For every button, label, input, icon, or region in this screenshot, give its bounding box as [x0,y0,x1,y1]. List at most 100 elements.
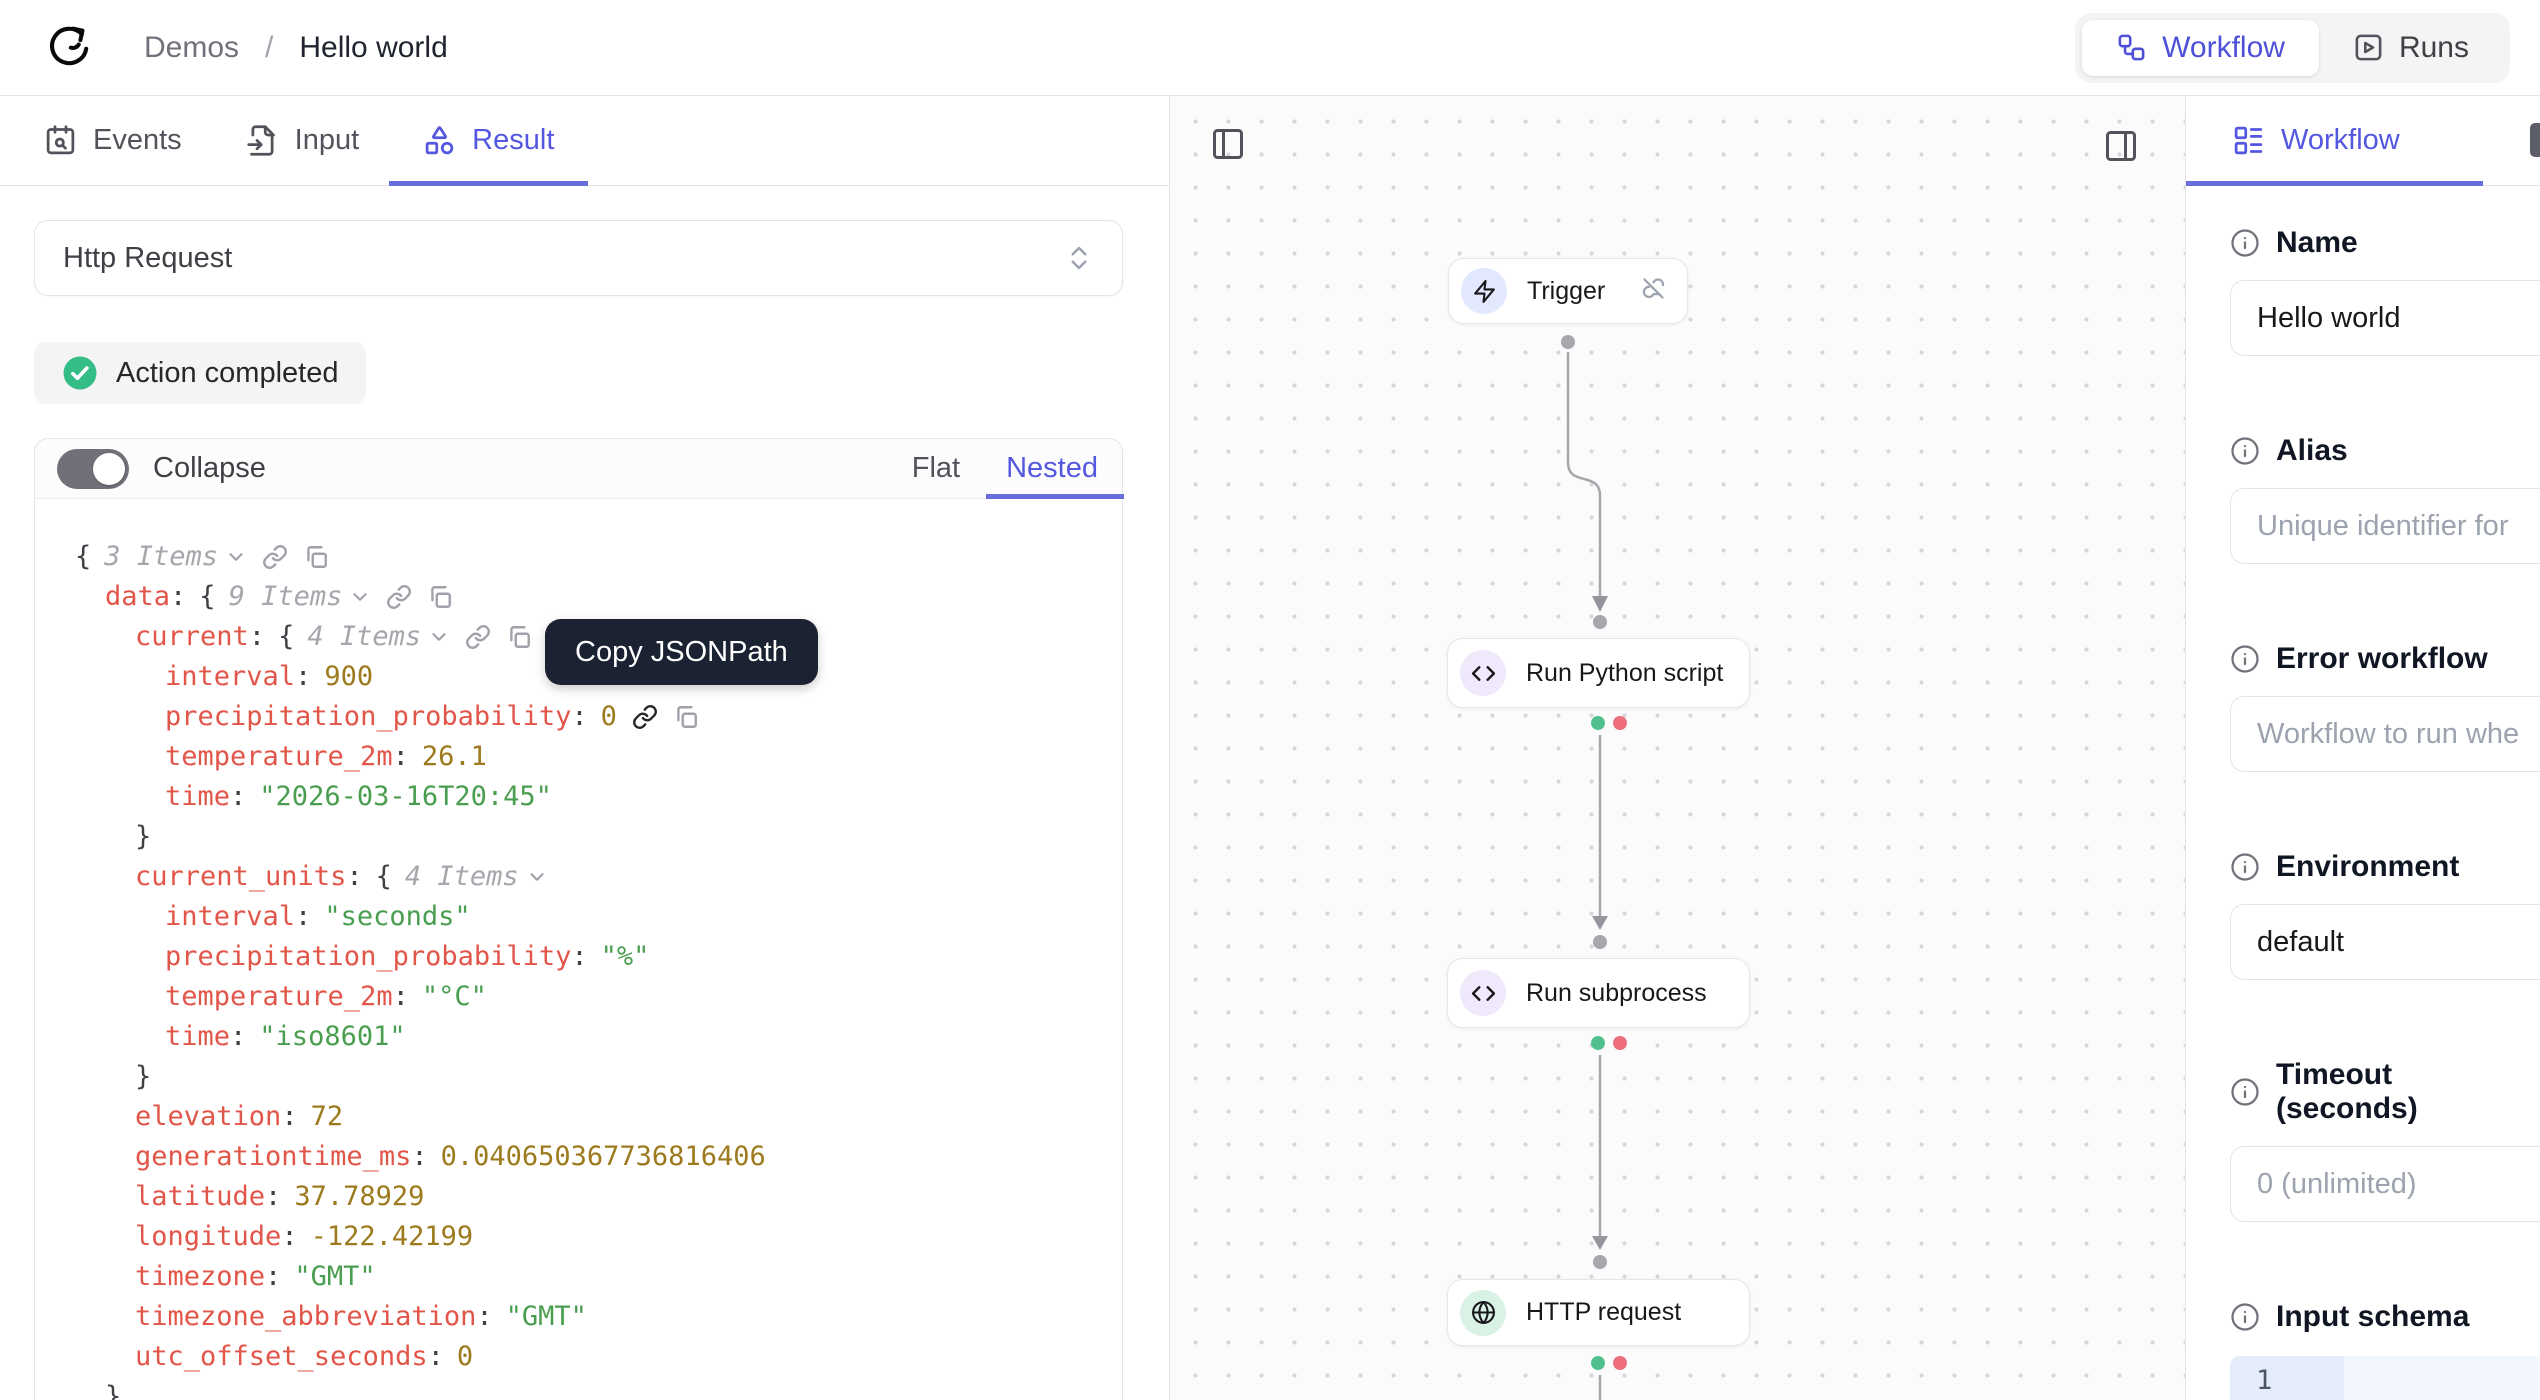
chevron-down-icon[interactable] [428,626,450,648]
partial-next-tab-icon[interactable] [2530,123,2540,157]
name-input[interactable] [2230,280,2540,356]
chevron-down-icon[interactable] [349,586,371,608]
result-panel: Events Input Result Http Request [0,96,1170,1400]
schema-editor[interactable]: 1 [2230,1356,2540,1400]
workflow-settings-form: Name Alias Error workflow [2186,186,2540,1400]
json-row[interactable]: interval: 900 [165,661,374,692]
info-icon[interactable] [2230,228,2260,258]
timeout-input[interactable] [2230,1146,2540,1222]
json-row-current[interactable]: current: { 4 Items [75,617,1122,657]
info-icon[interactable] [2230,852,2260,882]
webhook-off-icon[interactable] [1640,275,1667,307]
error-handle[interactable] [1613,1036,1627,1050]
json-row[interactable]: interval: "seconds" [165,901,471,932]
json-row[interactable]: precipitation_probability: 0 [75,697,1122,737]
success-handle[interactable] [1591,1356,1605,1370]
node-run-subprocess[interactable]: Run subprocess [1447,958,1750,1028]
app-logo-icon[interactable] [44,23,94,73]
field-error-workflow: Error workflow [2230,642,2540,772]
chevron-down-icon[interactable] [526,866,548,888]
copy-icon[interactable] [673,704,699,730]
connection-handle-target[interactable] [1593,615,1607,629]
status-badge: Action completed [34,342,367,404]
chevron-down-icon[interactable] [225,546,247,568]
breadcrumb-current[interactable]: Hello world [299,30,448,64]
field-alias: Alias [2230,434,2540,564]
tab-workflow-settings-label: Workflow [2281,124,2400,156]
workflow-settings-panel: Workflow Name Alias [2185,96,2540,1400]
workflow-canvas[interactable]: Trigger Run Python script Run subprocess [1170,96,2185,1400]
connection-handle-target[interactable] [1593,935,1607,949]
info-icon[interactable] [2230,436,2260,466]
json-row[interactable]: timezone_abbreviation: "GMT" [135,1301,587,1332]
json-row[interactable]: time: "iso8601" [165,1021,406,1052]
link-icon[interactable] [465,624,491,650]
environment-input[interactable] [2230,904,2540,980]
field-timeout: Timeout (seconds) [2230,1058,2540,1222]
tab-input-label: Input [294,124,360,156]
error-workflow-input[interactable] [2230,696,2540,772]
view-switcher-workflow-label: Workflow [2162,30,2285,64]
editor-line-number: 1 [2230,1356,2344,1400]
success-handle[interactable] [1591,716,1605,730]
view-switcher-runs-label: Runs [2398,30,2469,64]
json-row[interactable]: precipitation_probability: "%" [165,941,650,972]
node-http-request[interactable]: HTTP request [1447,1279,1750,1346]
toggle-left-panel-button[interactable] [1210,126,1246,162]
view-switcher-runs[interactable]: Runs [2319,20,2503,76]
json-row[interactable]: timezone: "GMT" [135,1261,376,1292]
link-icon[interactable] [262,544,288,570]
tab-flat-label: Flat [911,452,961,484]
json-row[interactable]: latitude: 37.78929 [135,1181,425,1212]
tab-result[interactable]: Result [389,96,589,186]
alias-input[interactable] [2230,488,2540,564]
tab-flat[interactable]: Flat [912,439,960,498]
link-icon[interactable] [386,584,412,610]
info-icon[interactable] [2230,1302,2260,1332]
active-tab-underline [986,494,1124,499]
success-handle[interactable] [1591,1036,1605,1050]
panel-right-icon [2106,131,2136,161]
copy-icon[interactable] [303,544,329,570]
edge-arrowhead [1592,916,1608,930]
code-icon [1460,970,1506,1016]
json-row-data[interactable]: data: { 9 Items [75,577,1122,617]
json-row[interactable]: temperature_2m: "°C" [165,981,487,1012]
tab-nested[interactable]: Nested [986,439,1124,499]
info-icon[interactable] [2230,1077,2260,1107]
connection-handle-source[interactable] [1561,335,1575,349]
link-icon[interactable] [632,704,658,730]
copy-icon[interactable] [506,624,532,650]
info-icon[interactable] [2230,644,2260,674]
action-select[interactable]: Http Request [34,220,1123,296]
field-label: Name [2230,226,2540,260]
tab-workflow-settings[interactable]: Workflow [2232,124,2400,157]
breadcrumb-parent[interactable]: Demos [144,30,240,64]
toggle-right-panel-button[interactable] [2103,128,2139,164]
json-row[interactable]: longitude: -122.42199 [135,1221,474,1252]
calendar-search-icon [46,125,75,155]
error-handle[interactable] [1613,1356,1627,1370]
workflow-icon [2118,34,2145,61]
editor-content[interactable] [2344,1356,2540,1400]
node-run-python-script[interactable]: Run Python script [1447,638,1750,708]
collapse-toggle[interactable] [57,448,129,489]
code-icon [1460,650,1506,696]
tab-events[interactable]: Events [44,96,182,185]
json-row[interactable]: elevation: 72 [135,1101,344,1132]
tab-input[interactable]: Input [246,96,360,185]
json-row[interactable]: utc_offset_seconds: 0 [135,1341,474,1372]
json-row[interactable]: time: "2026-03-16T20:45" [165,781,552,812]
view-switcher-workflow[interactable]: Workflow [2082,19,2319,76]
node-trigger[interactable]: Trigger [1448,258,1688,324]
json-row-root[interactable]: { 3 Items [75,537,1122,577]
left-tabbar: Events Input Result [0,96,1169,186]
json-row-current-units[interactable]: current_units: { 4 Items [75,857,1122,897]
json-row[interactable]: generationtime_ms: 0.040650367736816406 [135,1141,766,1172]
copy-icon[interactable] [427,584,453,610]
connection-handle-target[interactable] [1593,1255,1607,1269]
json-row: } [135,821,152,852]
json-row[interactable]: temperature_2m: 26.1 [165,741,487,772]
node-label: Run Python script [1526,658,1724,687]
error-handle[interactable] [1613,716,1627,730]
